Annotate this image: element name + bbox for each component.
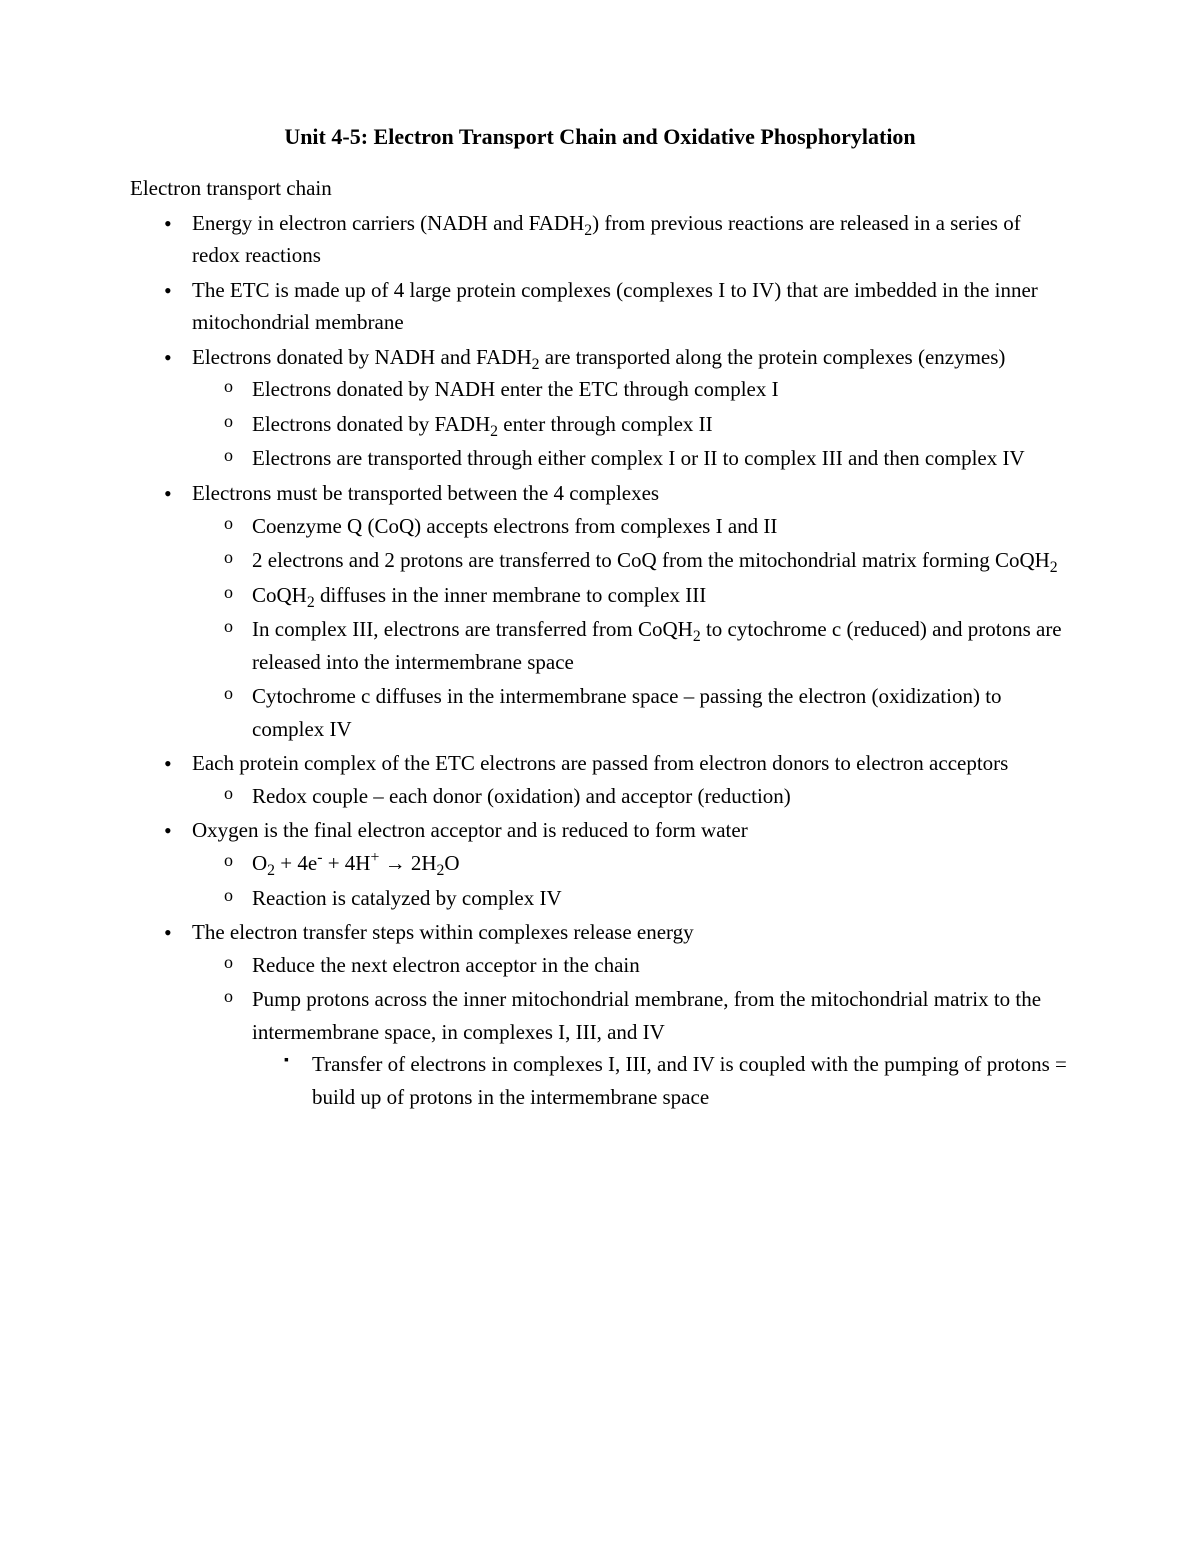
list-item: Each protein complex of the ETC electron… (192, 747, 1070, 812)
list-item-text: Electrons donated by NADH and FADH2 are … (192, 345, 1005, 369)
list-item: Electrons must be transported between th… (192, 477, 1070, 745)
list-item-text: Electrons must be transported between th… (192, 481, 659, 505)
list-item: Coenzyme Q (CoQ) accepts electrons from … (252, 510, 1070, 543)
sublist: Reduce the next electron acceptor in the… (192, 949, 1070, 1114)
list-item: Oxygen is the final electron acceptor an… (192, 814, 1070, 914)
outline-list: Energy in electron carriers (NADH and FA… (130, 207, 1070, 1114)
sublist: O2 + 4e- + 4H+ → 2H2O Reaction is cataly… (192, 847, 1070, 914)
list-item-text: Pump protons across the inner mitochondr… (252, 987, 1041, 1044)
list-item: Electrons donated by NADH and FADH2 are … (192, 341, 1070, 475)
list-item: Transfer of electrons in complexes I, II… (312, 1048, 1070, 1113)
list-item: Cytochrome c diffuses in the intermembra… (252, 680, 1070, 745)
sublist: Transfer of electrons in complexes I, II… (252, 1048, 1070, 1113)
list-item: Pump protons across the inner mitochondr… (252, 983, 1070, 1113)
list-item: Electrons are transported through either… (252, 442, 1070, 475)
sublist: Electrons donated by NADH enter the ETC … (192, 373, 1070, 475)
list-item: 2 electrons and 2 protons are transferre… (252, 544, 1070, 577)
list-item: Electrons donated by NADH enter the ETC … (252, 373, 1070, 406)
list-item: In complex III, electrons are transferre… (252, 613, 1070, 678)
list-item: The ETC is made up of 4 large protein co… (192, 274, 1070, 339)
list-item: O2 + 4e- + 4H+ → 2H2O (252, 847, 1070, 880)
list-item-text: Each protein complex of the ETC electron… (192, 751, 1008, 775)
list-item: CoQH2 diffuses in the inner membrane to … (252, 579, 1070, 612)
list-item: Reduce the next electron acceptor in the… (252, 949, 1070, 982)
list-item: Reaction is catalyzed by complex IV (252, 882, 1070, 915)
list-item: The electron transfer steps within compl… (192, 916, 1070, 1113)
list-item: Electrons donated by FADH2 enter through… (252, 408, 1070, 441)
sublist: Redox couple – each donor (oxidation) an… (192, 780, 1070, 813)
document-title: Unit 4-5: Electron Transport Chain and O… (130, 120, 1070, 154)
list-item-text: Oxygen is the final electron acceptor an… (192, 818, 748, 842)
list-item: Energy in electron carriers (NADH and FA… (192, 207, 1070, 272)
list-item-text: The electron transfer steps within compl… (192, 920, 694, 944)
sublist: Coenzyme Q (CoQ) accepts electrons from … (192, 510, 1070, 746)
section-heading: Electron transport chain (130, 172, 1070, 205)
list-item: Redox couple – each donor (oxidation) an… (252, 780, 1070, 813)
